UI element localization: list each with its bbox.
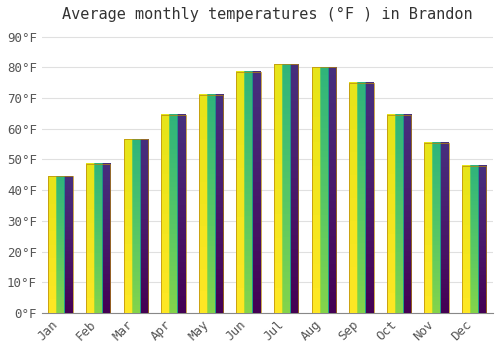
Bar (424, 142, 449, 313)
Bar (161, 115, 186, 313)
Bar (349, 83, 374, 313)
Bar (274, 64, 298, 313)
Bar (236, 72, 261, 313)
Bar (199, 95, 223, 313)
Bar (86, 164, 110, 313)
Bar (124, 139, 148, 313)
Bar (462, 166, 486, 313)
Bar (387, 115, 411, 313)
Title: Average monthly temperatures (°F ) in Brandon: Average monthly temperatures (°F ) in Br… (62, 7, 472, 22)
Bar (312, 67, 336, 313)
Bar (48, 176, 73, 313)
